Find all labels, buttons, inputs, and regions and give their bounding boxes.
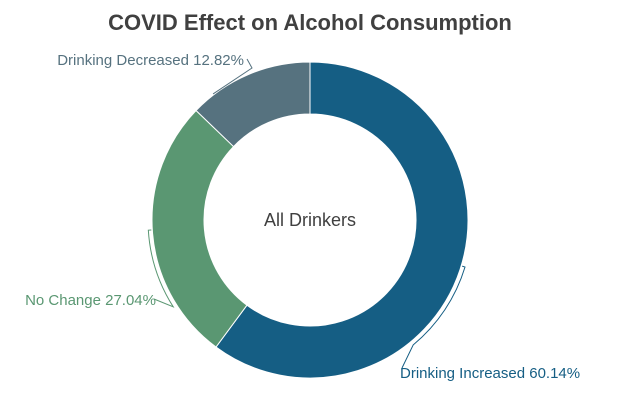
leader-line [212,58,253,95]
data-label: Drinking Decreased 12.82% [57,52,244,69]
slice-drinking-decreased[interactable] [195,61,311,148]
center-label: All Drinkers [264,210,356,230]
chart-title: COVID Effect on Alcohol Consumption [108,10,512,35]
data-label: No Change 27.04% [25,292,156,309]
data-label: Drinking Increased 60.14% [400,365,580,382]
leader-line [147,229,175,308]
leader-line [401,265,466,369]
slice-no-change[interactable] [151,109,248,348]
slice-drinking-increased[interactable] [215,61,469,379]
